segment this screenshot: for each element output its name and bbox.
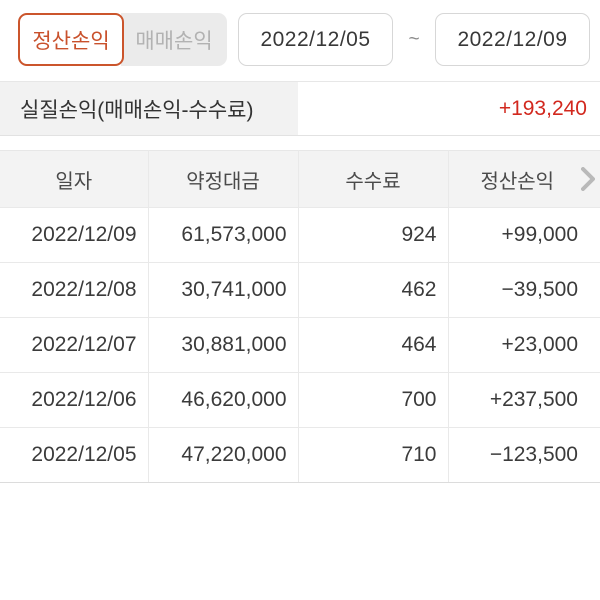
net-profit-label: 실질손익(매매손익-수수료) [0, 82, 298, 135]
tab-trading-pnl[interactable]: 매매손익 [121, 13, 227, 66]
pnl-tab-bar: 정산손익 매매손익 [18, 13, 227, 66]
cell-settlement-pnl: −39,500 [448, 262, 600, 318]
table-row: 2022/12/05 47,220,000 710 −123,500 [0, 427, 600, 483]
header-settlement-pnl-label: 정산손익 [480, 170, 555, 193]
start-date-input[interactable]: 2022/12/05 [238, 13, 393, 66]
table-row: 2022/12/06 46,620,000 700 +237,500 [0, 372, 600, 428]
table-header-row: 일자 약정대금 수수료 정산손익 [0, 150, 600, 208]
cell-date: 2022/12/05 [0, 427, 149, 483]
cell-date: 2022/12/06 [0, 372, 149, 428]
cell-contract-amount: 46,620,000 [148, 372, 299, 428]
cell-settlement-pnl: +237,500 [448, 372, 600, 428]
date-range-separator: ~ [408, 28, 420, 50]
table-row: 2022/12/07 30,881,000 464 +23,000 [0, 317, 600, 373]
end-date-input[interactable]: 2022/12/09 [435, 13, 590, 66]
chevron-right-icon[interactable] [581, 167, 595, 191]
table-row: 2022/12/08 30,741,000 462 −39,500 [0, 262, 600, 318]
cell-contract-amount: 61,573,000 [148, 207, 299, 263]
header-settlement-pnl: 정산손익 [448, 150, 600, 208]
cell-fee: 710 [298, 427, 449, 483]
cell-fee: 924 [298, 207, 449, 263]
cell-fee: 464 [298, 317, 449, 373]
cell-date: 2022/12/08 [0, 262, 149, 318]
cell-fee: 700 [298, 372, 449, 428]
header-date: 일자 [0, 150, 149, 208]
cell-settlement-pnl: +99,000 [448, 207, 600, 263]
cell-contract-amount: 30,741,000 [148, 262, 299, 318]
cell-settlement-pnl: +23,000 [448, 317, 600, 373]
net-profit-value: +193,240 [498, 96, 587, 120]
tab-settlement-pnl[interactable]: 정산손익 [18, 13, 124, 66]
header-contract-amount: 약정대금 [148, 150, 299, 208]
cell-fee: 462 [298, 262, 449, 318]
settlement-pnl-table: 일자 약정대금 수수료 정산손익 2022/12/09 61,573,000 9… [0, 150, 600, 483]
net-profit-summary-row: 실질손익(매매손익-수수료) +193,240 [0, 81, 600, 136]
cell-date: 2022/12/09 [0, 207, 149, 263]
cell-date: 2022/12/07 [0, 317, 149, 373]
cell-settlement-pnl: −123,500 [448, 427, 600, 483]
cell-contract-amount: 47,220,000 [148, 427, 299, 483]
cell-contract-amount: 30,881,000 [148, 317, 299, 373]
header-fee: 수수료 [298, 150, 449, 208]
table-row: 2022/12/09 61,573,000 924 +99,000 [0, 207, 600, 263]
